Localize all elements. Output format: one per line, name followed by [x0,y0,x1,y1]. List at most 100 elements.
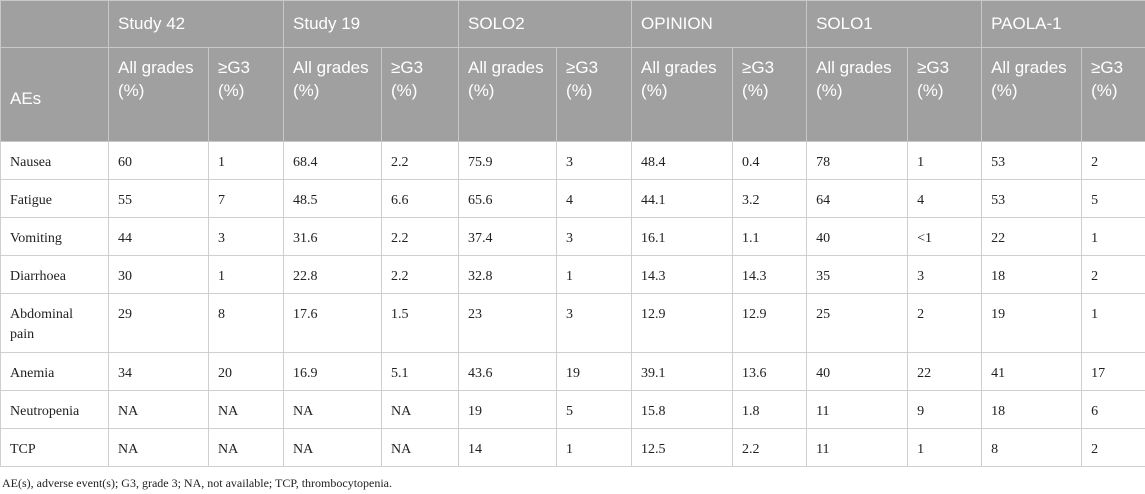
value-cell: 20 [207,352,285,391]
value-cell: 43.6 [458,352,558,391]
ae-name-cell: Abdominal pain [0,293,109,353]
value-cell: 1 [556,255,633,294]
value-cell: 2 [907,293,983,353]
value-cell: 30 [108,255,209,294]
study-header-row: Study 42 Study 19 SOLO2 OPINION SOLO1 PAOLA-1 [0,0,1145,48]
value-cell: 2.2 [732,428,808,467]
value-cell: 2.2 [381,141,460,180]
value-cell: 1 [907,141,983,180]
value-cell: 1 [1081,217,1145,256]
value-cell: 48.5 [283,179,383,218]
value-cell: 18 [981,390,1083,429]
ae-name-cell: TCP [0,428,109,467]
value-cell: 34 [108,352,209,391]
value-cell: NA [207,390,285,429]
value-cell: 32.8 [458,255,558,294]
g3-header: ≥G3 (%) [907,47,983,142]
value-cell: 14.3 [732,255,808,294]
value-cell: 1.1 [732,217,808,256]
value-cell: 15.8 [631,390,734,429]
value-cell: 31.6 [283,217,383,256]
value-cell: 7 [207,179,285,218]
value-cell: 23 [458,293,558,353]
value-cell: 19 [458,390,558,429]
value-cell: 3.2 [732,179,808,218]
g3-header: ≥G3 (%) [207,47,285,142]
value-cell: 22 [981,217,1083,256]
value-cell: 65.6 [458,179,558,218]
table-row: Fatigue 55 7 48.5 6.6 65.6 4 44.1 3.2 64 4 53 5 [0,179,1145,218]
study-header: Study 19 [283,0,460,48]
value-cell: 19 [981,293,1083,353]
ae-name-cell: Nausea [0,141,109,180]
corner-cell [0,0,109,48]
value-cell: 2 [1081,141,1145,180]
g3-header: ≥G3 (%) [732,47,808,142]
g3-header: ≥G3 (%) [381,47,460,142]
ae-name-cell: Fatigue [0,179,109,218]
value-cell: 68.4 [283,141,383,180]
adverse-events-table: Study 42 Study 19 SOLO2 OPINION SOLO1 PAOLA-1… [0,0,1145,467]
all-grades-header: All grades (%) [458,47,558,142]
value-cell: 8 [207,293,285,353]
value-cell: 64 [806,179,909,218]
table-header: Study 42 Study 19 SOLO2 OPINION SOLO1 PAOLA-1… [0,0,1145,142]
table-footnote: AE(s), adverse event(s); G3, grade 3; NA… [2,476,393,490]
value-cell: 78 [806,141,909,180]
value-cell: 22 [907,352,983,391]
table-row: Abdominal pain 29 8 17.6 1.5 23 3 12.9 12.9 25 2 19… [0,293,1145,353]
all-grades-header: All grades (%) [283,47,383,142]
table-row: Diarrhoea 30 1 22.8 2.2 32.8 1 14.3 14.3 35 3 18 2 [0,255,1145,294]
subheader-row: AEs All grades (%) ≥G3 (%) All grades (%) ≥… [0,47,1145,142]
all-grades-header: All grades (%) [981,47,1083,142]
value-cell: 2 [1081,428,1145,467]
value-cell: 40 [806,217,909,256]
value-cell: 3 [907,255,983,294]
value-cell: 12.9 [631,293,734,353]
value-cell: 5.1 [381,352,460,391]
value-cell: NA [108,390,209,429]
value-cell: 12.9 [732,293,808,353]
value-cell: 3 [556,217,633,256]
value-cell: 1 [207,255,285,294]
value-cell: 5 [1081,179,1145,218]
value-cell: 1 [907,428,983,467]
value-cell: 9 [907,390,983,429]
value-cell: 18 [981,255,1083,294]
value-cell: 41 [981,352,1083,391]
value-cell: 5 [556,390,633,429]
value-cell: 22.8 [283,255,383,294]
ae-name-cell: Neutropenia [0,390,109,429]
value-cell: 3 [556,293,633,353]
study-header: SOLO1 [806,0,983,48]
g3-header: ≥G3 (%) [556,47,633,142]
value-cell: 11 [806,428,909,467]
ae-name-cell: Vomiting [0,217,109,256]
value-cell: 1 [556,428,633,467]
table-row: Vomiting 44 3 31.6 2.2 37.4 3 16.1 1.1 40 <1 22 1 [0,217,1145,256]
table-body: Nausea 60 1 68.4 2.2 75.9 3 48.4 0.4 78 1 53 2 Fatigu… [0,141,1145,467]
table-row: Anemia 34 20 16.9 5.1 43.6 19 39.1 13.6 40 22 41 17 [0,352,1145,391]
value-cell: 12.5 [631,428,734,467]
study-header: SOLO2 [458,0,633,48]
value-cell: 44 [108,217,209,256]
study-header: PAOLA-1 [981,0,1145,48]
value-cell: 11 [806,390,909,429]
value-cell: 1 [1081,293,1145,353]
table-row: Nausea 60 1 68.4 2.2 75.9 3 48.4 0.4 78 1 53 2 [0,141,1145,180]
value-cell: NA [381,390,460,429]
value-cell: 3 [556,141,633,180]
value-cell: 29 [108,293,209,353]
value-cell: 44.1 [631,179,734,218]
value-cell: NA [283,428,383,467]
table-row: Neutropenia NA NA NA NA 19 5 15.8 1.8 11 9 18 6 [0,390,1145,429]
value-cell: 4 [907,179,983,218]
value-cell: 60 [108,141,209,180]
value-cell: 55 [108,179,209,218]
value-cell: 6.6 [381,179,460,218]
value-cell: 16.9 [283,352,383,391]
study-header: Study 42 [107,0,285,48]
g3-header: ≥G3 (%) [1081,47,1145,142]
ae-name-cell: Anemia [0,352,109,391]
value-cell: 1.8 [732,390,808,429]
